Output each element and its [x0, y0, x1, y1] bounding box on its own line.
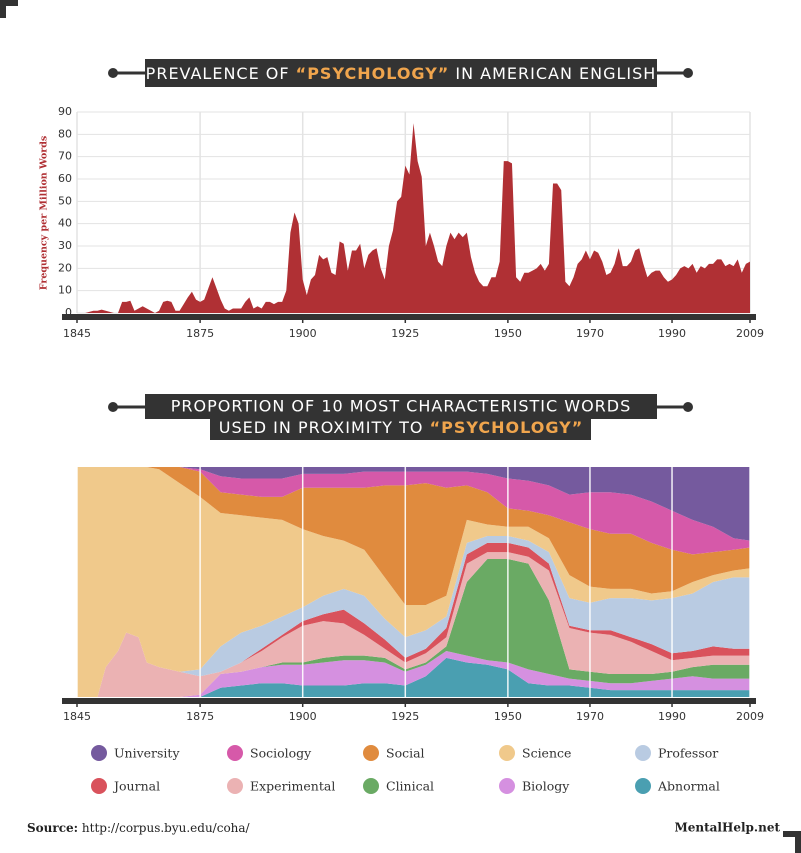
banner-dot — [683, 402, 693, 412]
source-url: http://corpus.byu.edu/coha/ — [82, 821, 251, 835]
y-tick-label: 10 — [58, 284, 72, 297]
legend-swatch — [227, 778, 243, 794]
y-tick-label: 40 — [58, 217, 72, 230]
legend-swatch — [363, 778, 379, 794]
legend-label: Professor — [658, 746, 718, 761]
x-tick-label: 1990 — [658, 327, 686, 340]
stacked-area — [77, 467, 750, 605]
stacked-area — [77, 657, 750, 697]
x-tick-label: 1970 — [576, 327, 604, 340]
legend-label: Sociology — [250, 746, 312, 761]
x-tick-label: 1845 — [63, 327, 91, 340]
y-tick-label: 60 — [58, 172, 72, 185]
stacked-area — [77, 467, 750, 541]
x-axis — [62, 698, 756, 704]
legend-swatch — [499, 778, 515, 794]
title-part: USED IN PROXIMITY TO — [219, 418, 424, 437]
title-part: PREVALENCE OF — [146, 64, 290, 83]
banner-box — [210, 416, 591, 440]
legend-label: Abnormal — [657, 779, 720, 794]
title-banner: PREVALENCE OF “PSYCHOLOGY” IN AMERICAN E… — [108, 59, 693, 87]
title-banner: PROPORTION OF 10 MOST CHARACTERISTIC WOR… — [108, 394, 693, 440]
chart-title: PROPORTION OF 10 MOST CHARACTERISTIC WOR… — [171, 397, 632, 416]
x-tick-label: 1900 — [289, 327, 317, 340]
x-tick-label: 1950 — [494, 710, 522, 723]
y-tick-label: 70 — [58, 150, 72, 163]
chart-title: PREVALENCE OF “PSYCHOLOGY” IN AMERICAN E… — [146, 64, 657, 83]
stacked-area — [77, 467, 750, 555]
area — [77, 123, 750, 314]
x-tick-label: 1900 — [289, 710, 317, 723]
legend-swatch — [227, 745, 243, 761]
banner-box — [145, 59, 657, 87]
y-tick-label: 0 — [65, 306, 72, 319]
title-highlight: “PSYCHOLOGY” — [296, 64, 450, 83]
y-tick-label: 50 — [58, 194, 72, 207]
plots: 0 10 20 30 40 50 60 70 80 90 1845 1875 1900 1925 1950 1… — [58, 105, 764, 794]
y-tick-label: 30 — [58, 239, 72, 252]
chart-title: USED IN PROXIMITY TO “PSYCHOLOGY” — [219, 418, 583, 437]
stacked-area — [77, 536, 750, 697]
legend-label: Clinical — [386, 779, 434, 794]
brand: MentalHelp.net — [674, 821, 780, 835]
banner-dot — [108, 68, 118, 78]
banner-dot — [683, 68, 693, 78]
legend-swatch — [635, 745, 651, 761]
x-tick-label: 2009 — [736, 327, 764, 340]
x-tick-label: 1875 — [186, 327, 214, 340]
banner-box — [145, 394, 657, 419]
x-axis — [62, 314, 756, 320]
y-tick-label: 20 — [58, 261, 72, 274]
stacked-area — [77, 552, 750, 697]
legend-swatch — [91, 745, 107, 761]
title-part: IN AMERICAN ENGLISH — [455, 64, 656, 83]
legend-label: Journal — [112, 779, 160, 794]
y-axis-label: Frequency per Million Words — [39, 136, 50, 290]
x-tick-label: 1925 — [391, 710, 419, 723]
x-tick-label: 2009 — [736, 710, 764, 723]
y-tick-label: 80 — [58, 127, 72, 140]
x-tick-label: 1970 — [576, 710, 604, 723]
title-highlight: “PSYCHOLOGY” — [430, 418, 584, 437]
source-label: Source: — [27, 821, 78, 835]
legend-label: Social — [386, 746, 425, 761]
legend-swatch — [363, 745, 379, 761]
x-tick-label: 1925 — [391, 327, 419, 340]
legend-label: University — [114, 746, 180, 761]
source: Source: http://corpus.byu.edu/coha/ — [27, 821, 251, 835]
legend-label: Biology — [522, 779, 570, 794]
stacked-area — [77, 651, 750, 697]
x-tick-label: 1845 — [63, 710, 91, 723]
legend-label: Experimental — [250, 779, 335, 794]
x-tick-label: 1875 — [186, 710, 214, 723]
legend-swatch — [635, 778, 651, 794]
x-tick-label: 1990 — [658, 710, 686, 723]
corner-mark — [0, 0, 18, 18]
legend-label: Science — [522, 746, 571, 761]
banner-dot — [108, 402, 118, 412]
stacked-area — [77, 467, 750, 697]
x-tick-label: 1950 — [494, 327, 522, 340]
y-tick-label: 90 — [58, 105, 72, 118]
corner-mark — [783, 831, 801, 853]
legend-swatch — [91, 778, 107, 794]
legend-swatch — [499, 745, 515, 761]
